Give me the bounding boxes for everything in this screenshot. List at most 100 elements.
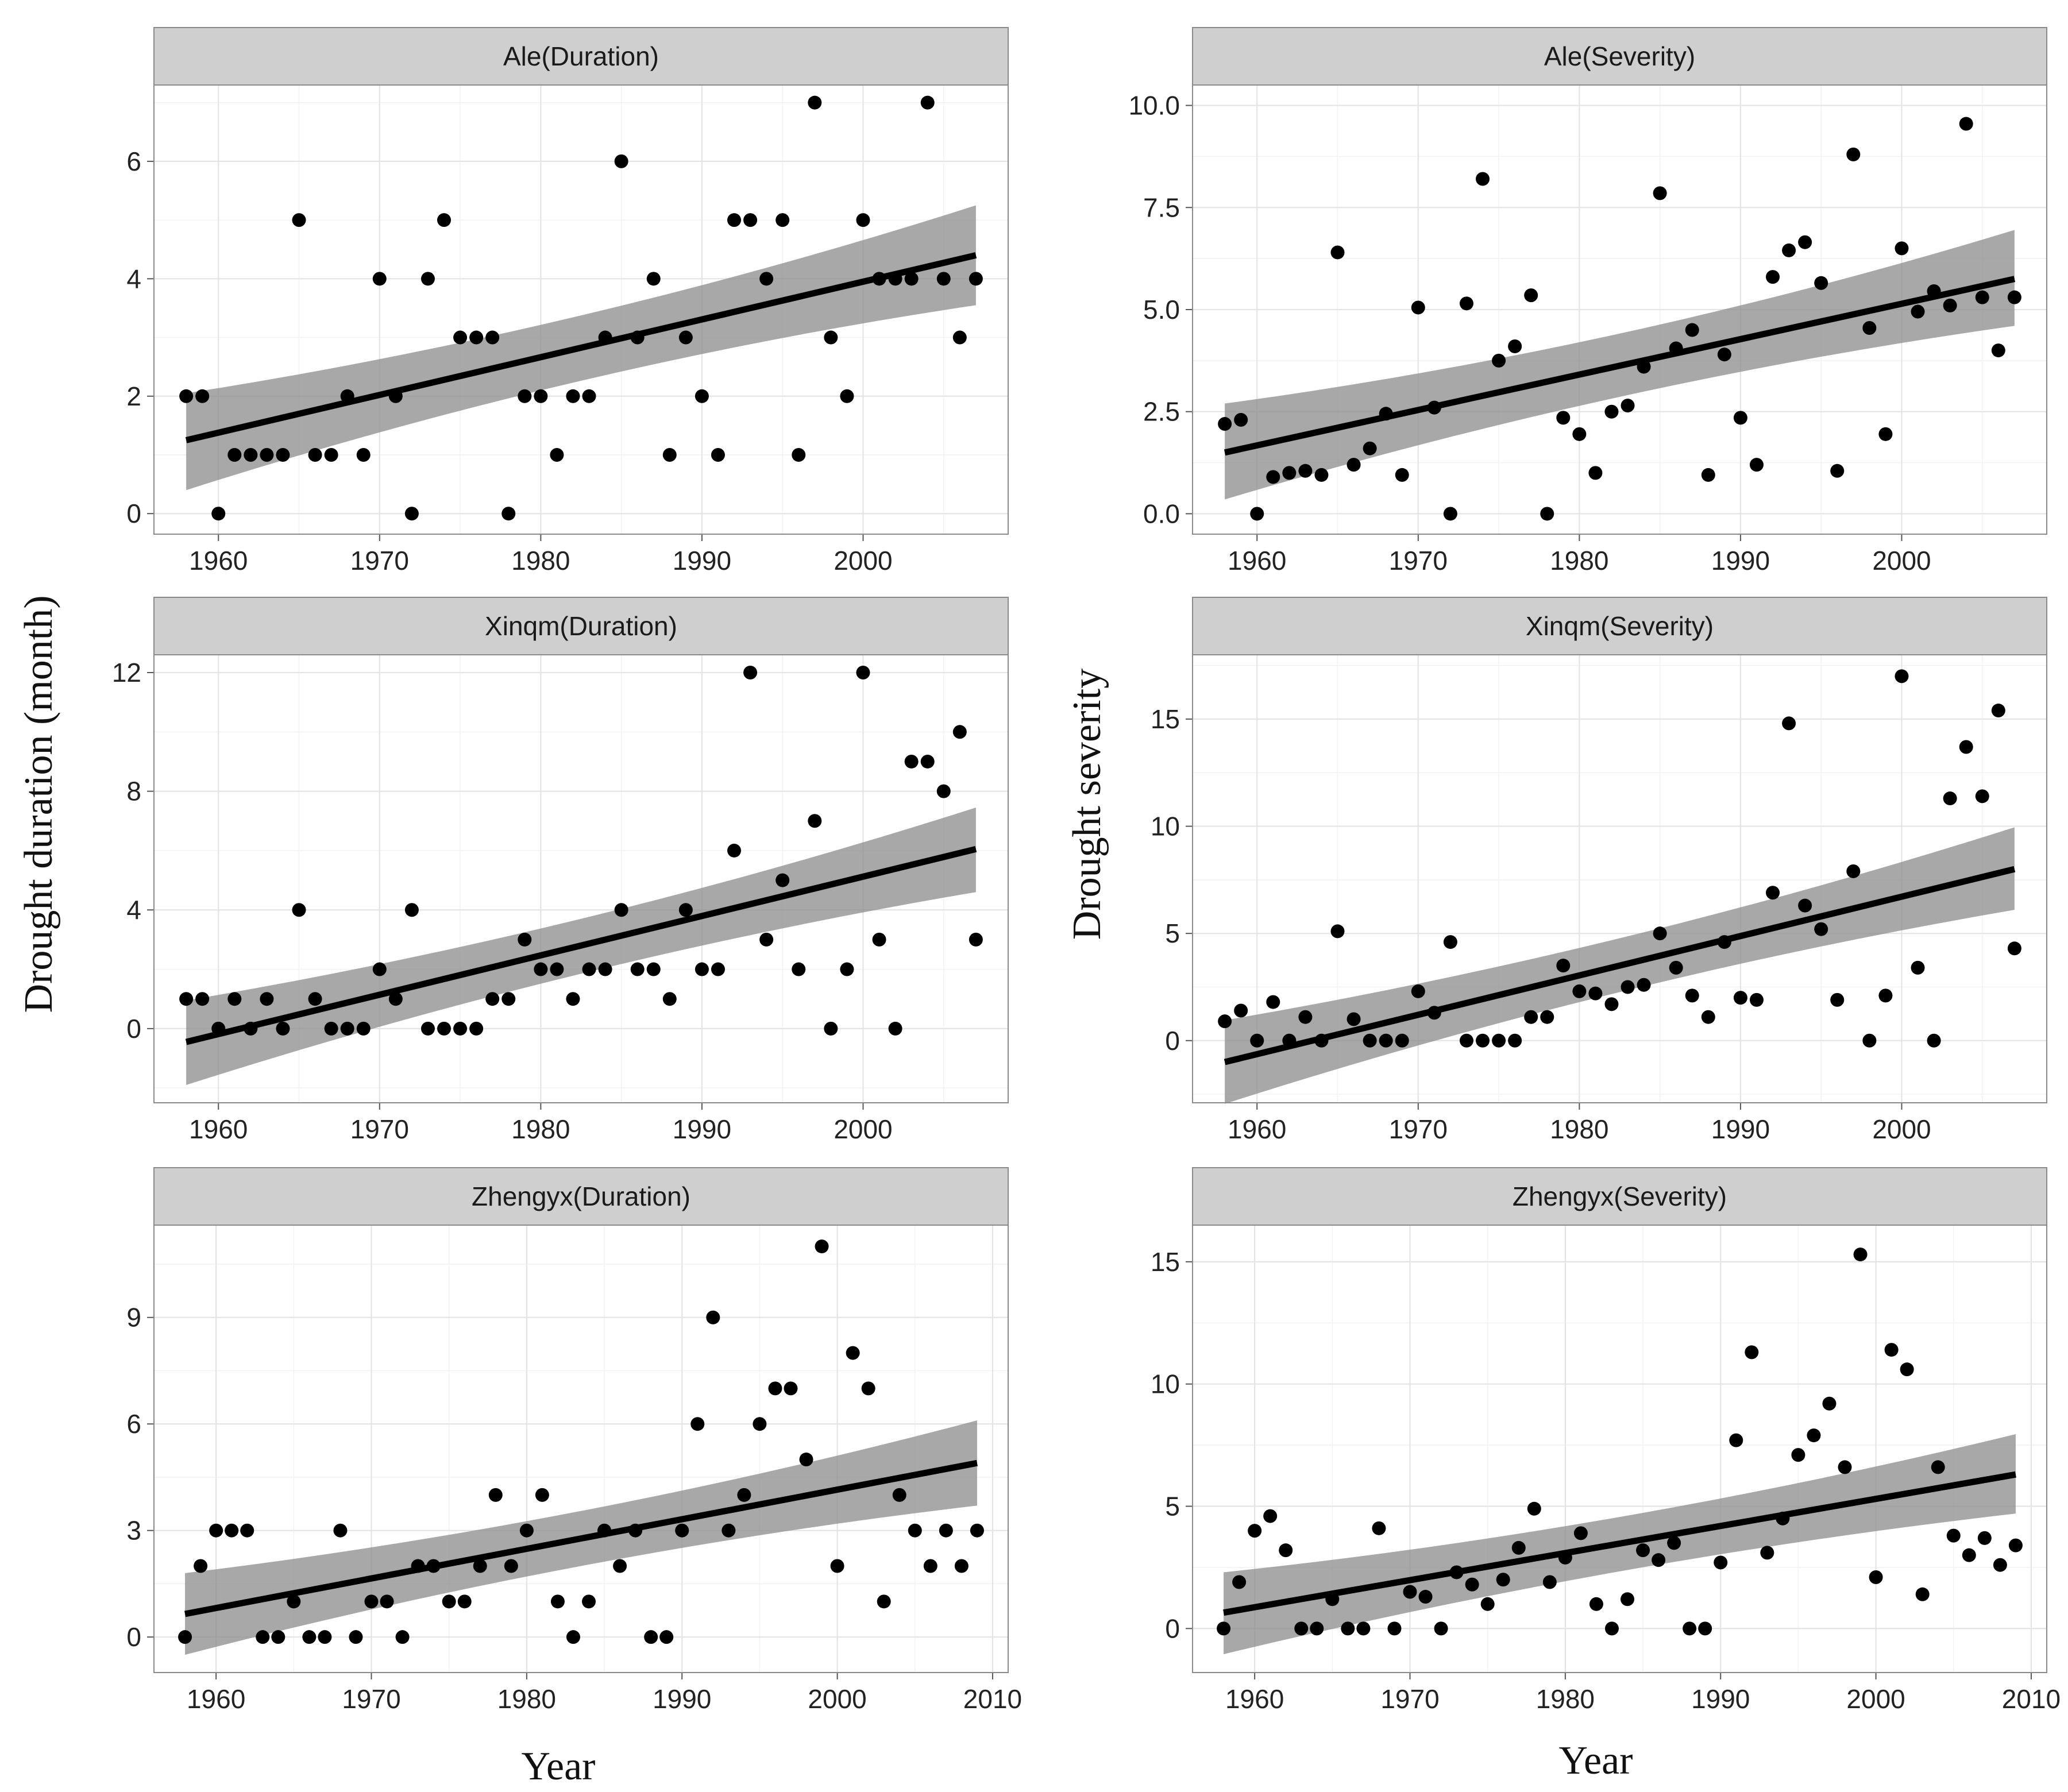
facet-strip-title: Xinqm(Duration) bbox=[485, 611, 677, 641]
data-point bbox=[1589, 1597, 1603, 1611]
data-point bbox=[256, 1630, 270, 1644]
y-tick-label: 6 bbox=[126, 1409, 141, 1439]
data-point bbox=[485, 330, 500, 345]
data-point bbox=[1911, 304, 1925, 319]
data-point bbox=[1263, 1509, 1278, 1523]
y-tick-label: 9 bbox=[126, 1303, 141, 1333]
panel-border bbox=[1192, 1225, 2047, 1673]
data-point bbox=[1395, 1033, 1409, 1048]
data-point bbox=[888, 272, 902, 286]
data-point bbox=[195, 389, 210, 403]
facet-panel: Zhengyx(Severity) 0 5 10 15 1960 1970 1980 1990 2… bbox=[1151, 1167, 2061, 1714]
data-point bbox=[292, 213, 306, 227]
panel-border bbox=[1192, 654, 2047, 1103]
data-point bbox=[1900, 1362, 1914, 1377]
data-point bbox=[923, 1559, 937, 1573]
data-point bbox=[457, 1594, 472, 1609]
data-point bbox=[1527, 1501, 1541, 1516]
data-point bbox=[1766, 886, 1780, 900]
x-tick-label: 1990 bbox=[1711, 1114, 1770, 1144]
data-point bbox=[892, 1488, 906, 1502]
data-point bbox=[1282, 1033, 1297, 1048]
x-tick-label: 1990 bbox=[653, 1684, 711, 1714]
data-point bbox=[1993, 1558, 2007, 1572]
data-point bbox=[1403, 1585, 1417, 1599]
data-point bbox=[1427, 400, 1441, 415]
data-point bbox=[1653, 186, 1667, 200]
data-point bbox=[737, 1488, 751, 1502]
data-point bbox=[969, 932, 983, 947]
data-point bbox=[271, 1630, 285, 1644]
data-point bbox=[420, 272, 435, 286]
data-point bbox=[904, 272, 919, 286]
data-point bbox=[662, 448, 677, 462]
data-point bbox=[1701, 1010, 1715, 1024]
data-point bbox=[1234, 412, 1248, 427]
data-point bbox=[442, 1594, 456, 1609]
data-point bbox=[1807, 1428, 1821, 1443]
data-point bbox=[1363, 441, 1377, 455]
data-point bbox=[1653, 926, 1667, 941]
data-point bbox=[695, 389, 709, 403]
y-tick-label: 0 bbox=[126, 1622, 141, 1652]
data-point bbox=[1733, 991, 1747, 1005]
data-point bbox=[1878, 427, 1893, 441]
data-point bbox=[1218, 1014, 1232, 1029]
data-point bbox=[1427, 1006, 1441, 1020]
data-point bbox=[840, 389, 854, 403]
data-point bbox=[1266, 995, 1280, 1009]
data-point bbox=[861, 1381, 875, 1396]
panel-border bbox=[153, 654, 1009, 1103]
x-tick-label: 1990 bbox=[673, 546, 731, 576]
data-point bbox=[566, 389, 580, 403]
data-point bbox=[1733, 411, 1747, 425]
data-point bbox=[1250, 507, 1264, 521]
data-point bbox=[1975, 789, 1989, 804]
data-point bbox=[690, 1417, 705, 1431]
data-point bbox=[333, 1523, 348, 1538]
data-point bbox=[1330, 924, 1345, 939]
data-point bbox=[759, 272, 774, 286]
data-point bbox=[1962, 1548, 1976, 1562]
x-tick-label: 1960 bbox=[187, 1684, 245, 1714]
data-point bbox=[2008, 1538, 2023, 1552]
regression-line bbox=[184, 1459, 978, 1617]
data-point bbox=[1379, 407, 1393, 421]
data-point bbox=[1791, 1448, 1805, 1462]
data-point bbox=[2007, 941, 2021, 956]
data-point bbox=[1379, 1033, 1393, 1048]
data-point bbox=[1927, 284, 1941, 299]
data-point bbox=[678, 330, 693, 345]
data-point bbox=[743, 213, 758, 227]
y-tick-label: 10 bbox=[1151, 1369, 1180, 1399]
data-point bbox=[1508, 1033, 1522, 1048]
data-point bbox=[211, 1021, 226, 1036]
data-point bbox=[1776, 1511, 1790, 1525]
data-point bbox=[426, 1559, 441, 1573]
data-point bbox=[614, 903, 628, 917]
data-point bbox=[1604, 404, 1619, 419]
y-tick-label: 4 bbox=[126, 264, 141, 293]
data-point bbox=[550, 448, 564, 462]
data-point bbox=[706, 1310, 720, 1324]
data-point bbox=[1621, 399, 1635, 413]
x-tick-label: 1970 bbox=[342, 1684, 400, 1714]
data-point bbox=[1798, 898, 1812, 913]
data-point bbox=[388, 992, 403, 1006]
data-point bbox=[404, 903, 419, 917]
data-point bbox=[939, 1523, 953, 1538]
data-point bbox=[815, 1239, 829, 1254]
data-point bbox=[244, 448, 258, 462]
y-tick-label: 15 bbox=[1151, 704, 1180, 734]
data-point bbox=[598, 330, 612, 345]
facet-strip bbox=[153, 597, 1009, 655]
data-point bbox=[1895, 669, 1909, 683]
data-point bbox=[888, 1021, 902, 1036]
data-point bbox=[954, 1559, 969, 1573]
data-point bbox=[1701, 468, 1715, 482]
data-point bbox=[1480, 1597, 1495, 1611]
data-point bbox=[582, 1594, 596, 1609]
x-axis-title-right: Year bbox=[1559, 1739, 1633, 1783]
data-point bbox=[437, 213, 452, 227]
